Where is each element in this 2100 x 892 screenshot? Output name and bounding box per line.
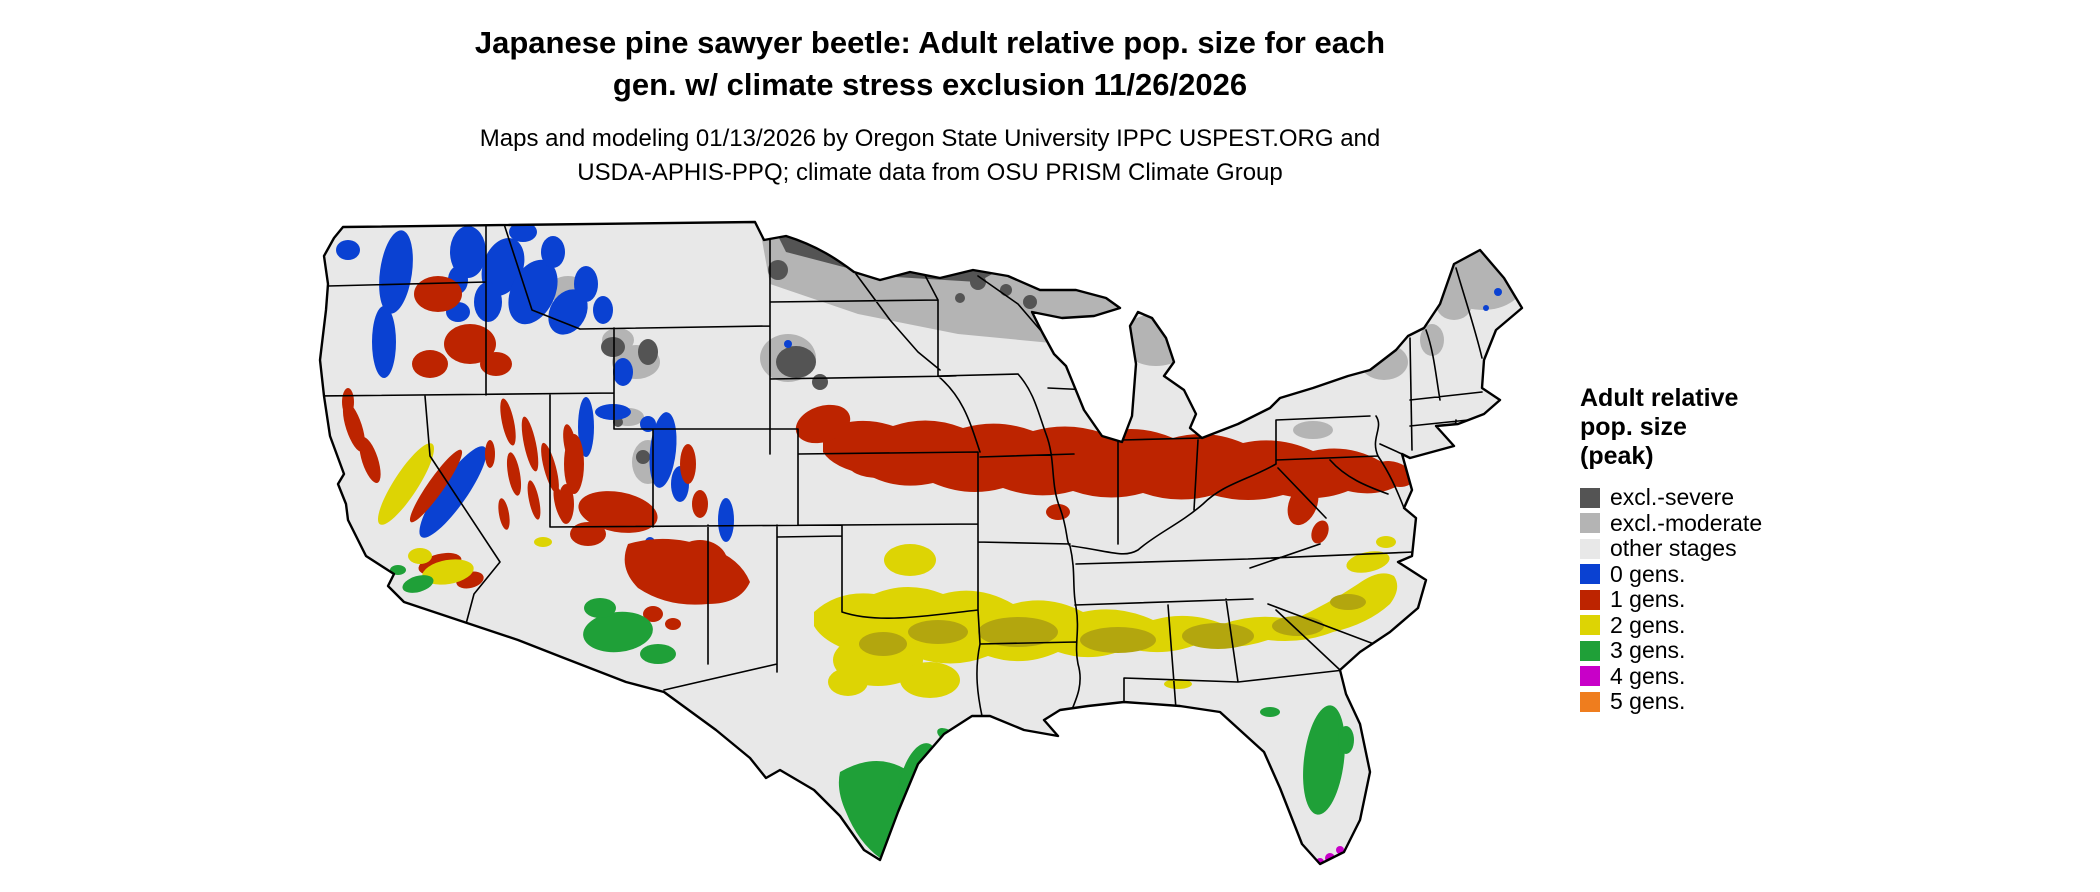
map-region-2-gens bbox=[377, 443, 1398, 698]
legend-item: 2 gens. bbox=[1580, 611, 1860, 639]
legend-title: Adult relative pop. size (peak) bbox=[1580, 384, 1860, 471]
legend-title-line3: (peak) bbox=[1580, 442, 1654, 470]
legend-label: 5 gens. bbox=[1610, 688, 1686, 715]
legend-label: 1 gens. bbox=[1610, 586, 1686, 613]
state-boundaries bbox=[320, 223, 1483, 717]
us-outline bbox=[318, 220, 1524, 866]
figure-title-line1: Japanese pine sawyer beetle: Adult relat… bbox=[474, 25, 1386, 60]
legend-title-line2: pop. size bbox=[1580, 413, 1687, 441]
legend-swatch-sev bbox=[1580, 487, 1600, 508]
figure-subtitle-line2: USDA-APHIS-PPQ; climate data from OSU PR… bbox=[577, 159, 1283, 186]
legend-swatch-other bbox=[1580, 538, 1600, 559]
figure-title: Japanese pine sawyer beetle: Adult relat… bbox=[475, 22, 1385, 106]
us-map-svg bbox=[318, 220, 1524, 866]
legend-swatch-g5 bbox=[1580, 691, 1600, 712]
figure-subtitle: Maps and modeling 01/13/2026 by Oregon S… bbox=[480, 122, 1380, 190]
legend-items: excl.-severe excl.-moderate other stages 0 … bbox=[1580, 485, 1860, 715]
legend-label: 3 gens. bbox=[1610, 637, 1686, 664]
map-region-0-gens bbox=[336, 222, 1502, 547]
legend-item: 4 gens. bbox=[1580, 662, 1860, 690]
legend-swatch-mod bbox=[1580, 513, 1600, 534]
legend-item: excl.-severe bbox=[1580, 485, 1860, 511]
legend-swatch-g2 bbox=[1580, 615, 1600, 636]
legend-swatch-g0 bbox=[1580, 564, 1600, 585]
legend-label: 2 gens. bbox=[1610, 611, 1686, 638]
legend-label: 4 gens. bbox=[1610, 662, 1686, 689]
legend-item: excl.-moderate bbox=[1580, 509, 1860, 537]
legend-item: 0 gens. bbox=[1580, 560, 1860, 588]
legend-swatch-g1 bbox=[1580, 589, 1600, 610]
legend-label: 0 gens. bbox=[1610, 560, 1686, 587]
legend-label: other stages bbox=[1610, 535, 1737, 562]
figure-title-line2: gen. w/ climate stress exclusion 11/26/2… bbox=[612, 67, 1248, 102]
legend: Adult relative pop. size (peak) excl.-se… bbox=[1580, 384, 1860, 715]
legend-label: excl.-severe bbox=[1610, 484, 1734, 511]
legend-swatch-g4 bbox=[1580, 666, 1600, 687]
legend-label: excl.-moderate bbox=[1610, 509, 1763, 536]
map-region-1-gens bbox=[342, 276, 1430, 630]
legend-item: 5 gens. bbox=[1580, 689, 1860, 715]
legend-swatch-g3 bbox=[1580, 640, 1600, 661]
legend-item: other stages bbox=[1580, 536, 1860, 562]
legend-title-line1: Adult relative bbox=[1580, 384, 1739, 412]
legend-item: 1 gens. bbox=[1580, 587, 1860, 613]
figure-subtitle-line1: Maps and modeling 01/13/2026 by Oregon S… bbox=[479, 125, 1381, 152]
us-map bbox=[318, 212, 1533, 872]
legend-item: 3 gens. bbox=[1580, 638, 1860, 664]
